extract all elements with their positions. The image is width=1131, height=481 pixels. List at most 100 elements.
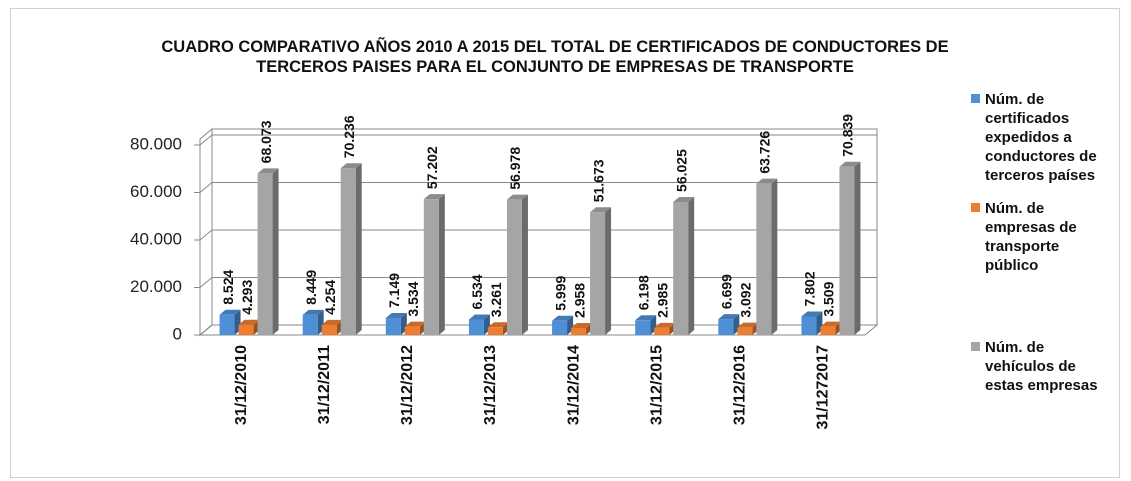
x-tick-label: 31/12/2011: [316, 345, 333, 424]
bar: [506, 194, 528, 335]
data-label: 4.254: [322, 280, 338, 315]
legend-swatch: [971, 94, 980, 103]
bar-front: [219, 314, 235, 335]
bar-top: [801, 311, 823, 317]
bar-top: [404, 321, 426, 327]
bar-top: [571, 322, 593, 328]
bar-front: [756, 183, 772, 335]
bar: [756, 178, 778, 335]
legend-entry: Núm. de vehículos de estas empresas: [971, 338, 1111, 395]
bar: [257, 168, 279, 335]
data-label: 3.261: [488, 282, 504, 317]
bar-side: [272, 168, 279, 335]
bar: [219, 309, 241, 335]
bar-top: [552, 315, 574, 321]
bar: [820, 321, 842, 335]
bar-top: [756, 178, 778, 184]
legend-label: Núm. de certificados expedidos a conduct…: [985, 91, 1097, 184]
bar-top: [219, 309, 241, 315]
data-label: 2.985: [654, 283, 670, 318]
bar: [487, 322, 509, 335]
data-label: 8.449: [303, 270, 319, 305]
bar-top: [302, 309, 324, 315]
data-label: 8.524: [220, 270, 236, 305]
bar: [340, 163, 362, 335]
bar-front: [257, 173, 273, 335]
y-tick-label: 80.000: [130, 134, 182, 153]
bar: [238, 319, 260, 335]
bar-top: [506, 194, 528, 200]
data-label: 7.802: [802, 271, 818, 306]
data-label: 5.999: [552, 276, 568, 311]
bar-top: [737, 322, 759, 328]
x-tick-label: 31/12/2010: [233, 345, 250, 425]
bar-top: [635, 315, 657, 321]
data-label: 6.534: [469, 274, 485, 309]
bar-front: [468, 319, 484, 335]
bar-front: [673, 201, 689, 335]
bar-front: [718, 319, 734, 335]
data-label: 3.534: [405, 281, 421, 316]
bar: [468, 314, 490, 335]
bar-top: [718, 314, 740, 320]
bar-front: [302, 314, 318, 335]
bar: [718, 314, 740, 335]
bar-front: [423, 199, 439, 335]
y-tick-label: 60.000: [130, 182, 182, 201]
data-label: 63.726: [757, 131, 773, 174]
x-tick-label: 31/12/2013: [482, 345, 499, 425]
bar: [423, 194, 445, 335]
bar-top: [673, 196, 695, 202]
bar-side: [438, 194, 445, 335]
data-label: 6.198: [635, 275, 651, 310]
bar-front: [635, 320, 651, 335]
bar-top: [820, 321, 842, 327]
bar-top: [468, 314, 490, 320]
y-tick-label: 40.000: [130, 229, 182, 248]
data-label: 6.699: [719, 274, 735, 309]
x-tick-label: 31/1272017: [815, 345, 832, 430]
x-tick-label: 31/12/2014: [565, 345, 582, 425]
bar: [673, 196, 695, 335]
x-tick-label: 31/12/2016: [732, 345, 749, 425]
data-label: 3.509: [821, 281, 837, 316]
bar: [801, 311, 823, 335]
bar-front: [238, 324, 254, 335]
data-label: 4.293: [239, 280, 255, 315]
bar-front: [506, 199, 522, 335]
bar-front: [385, 318, 401, 335]
grid-line: [199, 182, 877, 193]
x-tick-label: 31/12/2015: [648, 345, 665, 425]
bar-front: [340, 168, 356, 335]
bar: [321, 319, 343, 335]
y-tick-label: 0: [173, 324, 182, 343]
data-label: 70.236: [341, 115, 357, 158]
bar-front: [820, 326, 836, 335]
bar: [302, 309, 324, 335]
bar-side: [688, 196, 695, 335]
bar-front: [737, 327, 753, 335]
grid-line: [199, 277, 877, 288]
bar-top: [839, 161, 861, 167]
bar-side: [521, 194, 528, 335]
data-label: 7.149: [386, 273, 402, 308]
grid-line: [199, 229, 877, 241]
bar-top: [654, 322, 676, 328]
bar: [635, 315, 657, 335]
bar-front: [571, 327, 587, 335]
bar-front: [839, 166, 855, 335]
bar: [404, 321, 426, 335]
legend-entry: Núm. de empresas de transporte público: [971, 199, 1111, 275]
bar-front: [552, 320, 568, 335]
chart-frame: [10, 8, 1120, 478]
data-label: 70.839: [840, 114, 856, 157]
bar-top: [423, 194, 445, 200]
data-label: 51.673: [590, 159, 606, 202]
y-tick-label: 20.000: [130, 277, 182, 296]
chart-title: CUADRO COMPARATIVO AÑOS 2010 A 2015 DEL …: [161, 38, 949, 76]
legend-entry: Núm. de certificados expedidos a conduct…: [971, 90, 1111, 185]
bar-top: [340, 163, 362, 169]
bar-top: [385, 313, 407, 319]
